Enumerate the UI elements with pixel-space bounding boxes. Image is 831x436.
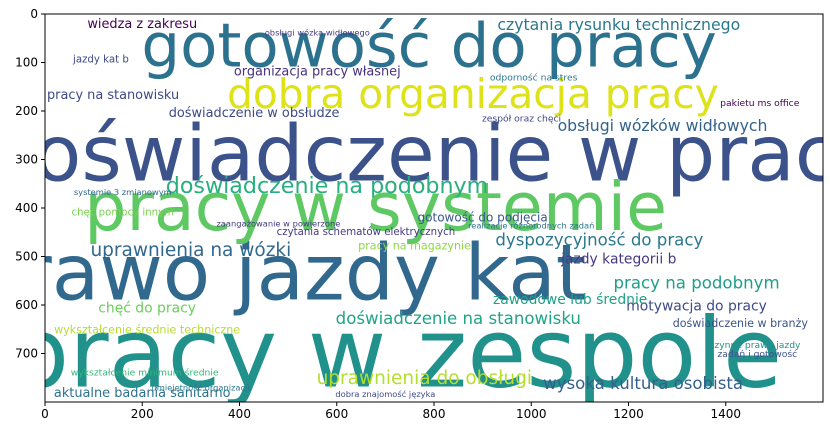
x-tick-label-4: 800	[423, 407, 446, 421]
y-tick-label-0: 0	[30, 7, 38, 21]
y-tick-label-5: 500	[15, 250, 38, 264]
x-tick-label-3: 600	[325, 407, 348, 421]
word-36: systemie 3 zmianowym	[74, 187, 172, 197]
word-30: chęć pomocy innym	[72, 206, 175, 218]
word-38: dobra znajomość języka	[335, 389, 435, 399]
word-21: aktualne badania sanitarno	[54, 386, 231, 401]
word-12: wysoka kultura osobista	[543, 374, 743, 393]
word-15: motywacja do pracy	[626, 298, 767, 314]
x-tick-label-1: 200	[131, 407, 154, 421]
y-tick-label-2: 200	[15, 104, 38, 118]
word-14: obsługi wózków widłowych	[558, 116, 768, 135]
x-tick-label-5: 1000	[516, 407, 547, 421]
word-10: dyspozycyjność do pracy	[495, 231, 703, 250]
word-0: doświadczenie w pracy	[0, 110, 831, 200]
word-18: chęć do pracy	[98, 300, 196, 316]
x-tick-label-2: 400	[228, 407, 251, 421]
word-4: gotowość do pracy	[141, 11, 716, 82]
x-tick-label-7: 1400	[710, 407, 741, 421]
word-22: pracy na stanowisku	[47, 88, 179, 103]
word-40: zespół oraz chęci	[482, 113, 561, 124]
word-17: zawodowe lub średnie	[493, 292, 647, 308]
word-2: prawo jazdy kat	[0, 228, 586, 318]
word-37: zaangażowanie w powierzone	[216, 219, 340, 229]
word-24: gotowość do podjęcia	[418, 211, 548, 225]
word-33: czynne prawo jazdy	[709, 340, 801, 351]
word-29: jazdy kat b	[72, 55, 129, 66]
y-axis: 0 100 200 300 400 500 600 700	[15, 7, 45, 361]
word-11: pracy na podobnym	[614, 274, 780, 293]
word-28: czytania schematów elektrycznych	[277, 226, 456, 238]
x-axis: 0 200 400 600 800 1000 1200 1400	[41, 402, 741, 421]
word-16: jazdy kategorii b	[560, 251, 677, 267]
word-8: uprawnienia do obsługi	[317, 368, 532, 389]
word-19: doświadczenie w obsłudze	[169, 106, 340, 121]
word-5: dobra organizacja pracy	[227, 70, 719, 118]
word-41: umiejętność organizacji	[152, 382, 250, 392]
word-32: zadań i gotowość	[717, 349, 797, 360]
word-23: wiedza z zakresu	[87, 17, 197, 32]
y-tick-label-4: 400	[15, 201, 38, 215]
plot-area	[45, 14, 823, 402]
y-tick-label-6: 600	[15, 298, 38, 312]
word-35: wykształcenie minimum średnie	[71, 367, 219, 378]
word-25: pracy na magazynie	[358, 239, 471, 252]
word-31: odporność na stres	[490, 73, 578, 84]
word-27: wykształcenie średnie techniczne	[54, 324, 240, 337]
y-tick-label-1: 100	[15, 56, 38, 70]
word-6: doświadczenie na podobnym	[166, 173, 489, 199]
word-26: doświadczenie w branży	[673, 317, 809, 330]
word-13: czytania rysunku technicznego	[497, 15, 740, 34]
word-20: organizacja pracy własnej	[234, 65, 401, 80]
word-3: pracy w systemie	[84, 168, 667, 246]
word-7: uprawnienia na wózki	[90, 240, 291, 261]
word-42: obsługi wózka widłowego	[265, 27, 370, 37]
x-tick-label-0: 0	[41, 407, 49, 421]
word-34: pakietu ms office	[720, 98, 800, 109]
word-9: doświadczenie na stanowisku	[336, 309, 581, 328]
word-layer: doświadczenie w pracy pracy w zespolepraw…	[0, 11, 831, 410]
word-39: realizacje różnorodnych zadań	[468, 220, 594, 230]
y-tick-label-3: 300	[15, 153, 38, 167]
x-tick-label-6: 1200	[613, 407, 644, 421]
y-tick-label-7: 700	[15, 347, 38, 361]
word-1: pracy w zespole	[8, 298, 782, 410]
